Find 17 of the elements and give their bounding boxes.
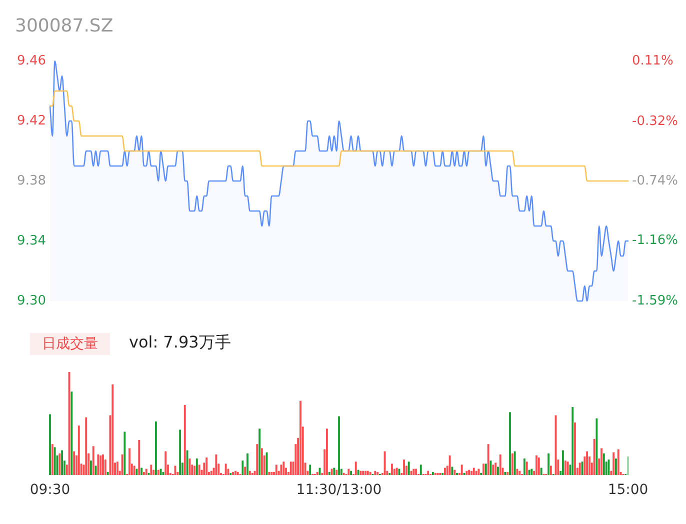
chart-title: 日成交量 [42, 336, 98, 352]
chart-title: 300087.SZ [15, 16, 114, 36]
y-tick-label: 9.46 [17, 54, 46, 68]
y-tick-label: 9.38 [17, 174, 46, 188]
x-tick-label: 09:30 [30, 482, 70, 498]
y2-tick-label: -0.32% [632, 114, 678, 130]
y-tick-label: 9.30 [17, 294, 46, 308]
y2-tick-label: -1.59% [632, 294, 678, 308]
line-series [49, 90, 629, 182]
y-tick-label: 9.34 [17, 234, 46, 248]
y2-tick-label: -1.16% [632, 232, 678, 248]
text: vol: 7.93万手 [129, 332, 231, 352]
y2-tick-label: -0.74% [632, 174, 678, 188]
y2-tick-label: 0.11% [632, 54, 674, 68]
x-tick-label: 11:30/13:00 [296, 482, 382, 498]
y-tick-label: 9.42 [17, 114, 46, 128]
x-tick-label: 15:00 [608, 482, 648, 498]
